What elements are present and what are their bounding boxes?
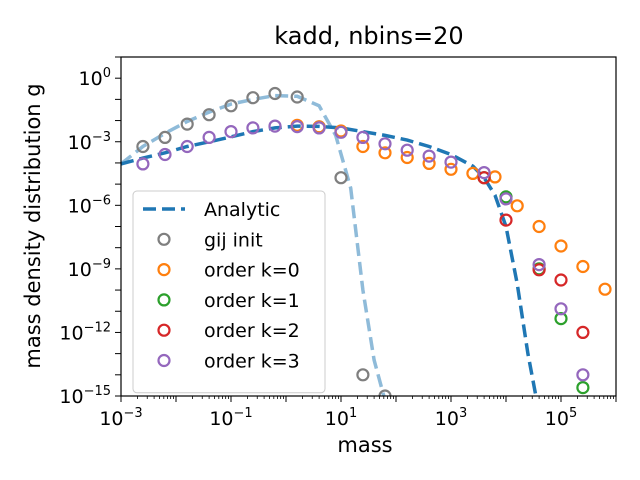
point-gij-init [158,130,172,144]
point-gij-init [224,99,238,113]
point-order-k-3 [246,121,260,135]
y-tick-label: 10−9 [68,257,111,281]
curve-line-analytic [121,124,538,396]
point-order-k-3 [356,130,370,144]
point-gij-init [290,90,304,104]
point-order-k-3 [499,192,513,206]
point-order-k-0 [378,146,392,160]
point-order-k-0 [510,199,524,213]
point-order-k-3 [290,119,304,134]
legend-label-gij-init: gij init [204,229,263,251]
point-gij-init [356,368,370,382]
x-tick-label: 105 [545,406,577,430]
point-order-k-3 [378,137,392,151]
legend-label-analytic: Analytic [204,199,280,221]
point-gij-init [268,86,282,101]
point-order-k-2 [532,263,546,277]
point-order-k-3 [224,125,238,139]
point-gij-init [180,117,194,131]
y-tick-label: 100 [79,66,111,90]
point-gij-init [378,389,392,396]
legend-label-order-k-3: order k=3 [204,351,300,373]
x-axis-label: mass [337,433,392,457]
x-tick-label: 10−3 [99,406,142,430]
point-order-k-3 [180,139,194,154]
legend-swatch-order-k-1 [157,293,171,307]
x-tick-label: 10−1 [209,406,252,430]
point-order-k-3 [268,119,282,133]
point-order-k-0 [598,282,612,296]
point-gij-init [202,108,216,122]
point-order-k-0 [422,156,436,170]
point-order-k-1 [554,312,568,326]
point-order-k-3 [136,157,150,171]
point-order-k-2 [554,273,568,287]
point-order-k-0 [576,259,590,274]
point-order-k-0 [356,139,370,154]
point-order-k-0 [400,150,414,165]
point-order-k-3 [312,121,326,135]
point-order-k-2 [576,325,590,339]
y-tick-label: 10−15 [59,384,111,408]
point-order-k-3 [334,125,348,139]
y-tick-label: 10−12 [59,320,111,344]
point-order-k-3 [202,130,216,144]
curve-line-initial [121,93,386,396]
point-order-k-3 [422,149,436,163]
legend-label-order-k-0: order k=0 [204,260,300,282]
x-tick-label: 103 [435,406,467,430]
legend: Analytic gij init order k=0 order k=1 order … [132,190,326,394]
point-order-k-0 [554,239,568,253]
point-order-k-1 [576,381,590,395]
y-tick-label: 10−3 [68,130,111,154]
point-order-k-0 [488,170,502,184]
x-tick-label: 101 [325,406,357,430]
legend-swatch-gij-init [157,232,171,246]
point-order-k-3 [400,143,414,157]
point-order-k-0 [466,166,480,180]
y-tick-label: 10−6 [68,193,111,217]
point-order-k-2 [499,213,513,227]
legend-swatch-order-k-2 [157,323,171,337]
legend-label-order-k-1: order k=1 [204,290,300,312]
legend-label-order-k-2: order k=2 [204,320,300,342]
point-order-k-2 [477,171,491,185]
point-order-k-3 [554,302,568,316]
point-order-k-3 [158,147,172,162]
y-axis-label: mass density distribution g [21,83,45,368]
point-gij-init [246,91,260,105]
point-order-k-3 [576,368,590,382]
legend-swatch-order-k-0 [157,263,171,277]
point-order-k-3 [477,166,491,180]
point-order-k-0 [532,219,546,234]
point-gij-init [136,139,150,154]
chart-title: kadd, nbins=20 [274,22,463,50]
point-order-k-3 [532,258,546,272]
legend-box [132,190,326,394]
legend-swatch-order-k-3 [157,353,171,368]
point-gij-init [334,171,348,185]
point-order-k-3 [444,155,458,169]
point-order-k-0 [444,162,458,176]
